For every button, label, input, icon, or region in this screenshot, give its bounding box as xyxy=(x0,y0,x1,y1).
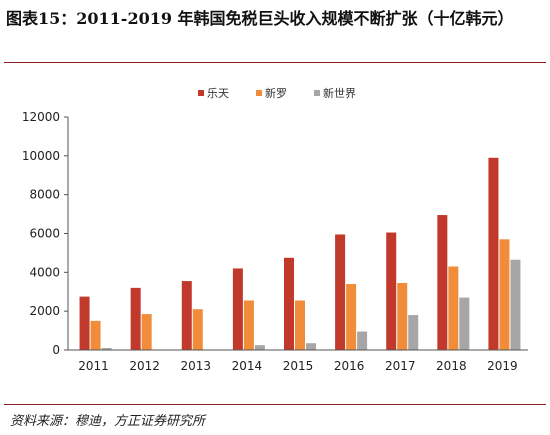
bar-2019-1 xyxy=(499,239,510,350)
legend-label-0: 乐天 xyxy=(207,87,229,100)
bar-2017-1 xyxy=(397,283,408,350)
legend-swatch-0 xyxy=(198,90,204,96)
x-tick-label-2017: 2017 xyxy=(385,359,416,373)
x-tick-label-2018: 2018 xyxy=(436,359,467,373)
bar-2016-2 xyxy=(357,331,368,350)
bar-2014-2 xyxy=(254,345,265,350)
legend-label-2: 新世界 xyxy=(323,86,356,100)
bars xyxy=(79,157,521,350)
bar-2018-1 xyxy=(448,266,459,350)
source-divider xyxy=(4,404,546,405)
bar-2011-0 xyxy=(79,296,90,350)
bar-2013-1 xyxy=(192,309,203,350)
bar-2015-0 xyxy=(284,257,294,350)
y-tick-label: 10000 xyxy=(22,149,60,163)
title-divider xyxy=(4,62,546,63)
y-tick-label: 12000 xyxy=(22,110,60,124)
x-tick-label-2011: 2011 xyxy=(78,359,109,373)
x-tick-label-2013: 2013 xyxy=(181,359,212,373)
y-tick-label: 6000 xyxy=(29,227,60,241)
x-tick-label-2012: 2012 xyxy=(129,359,160,373)
bar-2017-2 xyxy=(408,315,419,350)
bar-2013-0 xyxy=(181,281,192,350)
bar-2016-0 xyxy=(335,234,346,350)
bar-2015-1 xyxy=(295,300,305,350)
legend-swatch-2 xyxy=(314,90,320,96)
bar-2019-2 xyxy=(510,259,521,350)
y-tick-label: 2000 xyxy=(29,304,60,318)
bar-2011-1 xyxy=(90,320,101,350)
bar-2017-0 xyxy=(386,232,397,350)
bar-2014-1 xyxy=(243,300,254,350)
bar-2019-0 xyxy=(488,157,499,350)
x-axis: 2011 2012 2013 2014 2015 2016 2017 2018 2019 xyxy=(68,349,528,373)
x-tick-label-2014: 2014 xyxy=(232,359,263,373)
legend-label-1: 新罗 xyxy=(265,86,287,100)
bar-2018-2 xyxy=(459,297,470,350)
bar-2014-0 xyxy=(232,268,243,350)
chart-title: 图表15：2011-2019 年韩国免税巨头收入规模不断扩张（十亿韩元） xyxy=(6,9,514,28)
bar-2012-0 xyxy=(130,287,141,350)
y-tick-label: 8000 xyxy=(29,188,60,202)
bar-2015-2 xyxy=(306,343,316,350)
y-tick-label: 4000 xyxy=(29,265,60,279)
bar-2016-1 xyxy=(346,283,357,350)
x-tick-label-2016: 2016 xyxy=(334,359,365,373)
legend-swatch-1 xyxy=(256,90,262,96)
x-tick-label-2019: 2019 xyxy=(487,359,518,373)
bar-chart: 乐天 新罗 新世界 0 2000 4000 6000 8000 10000 12000 2011… xyxy=(22,86,528,373)
y-axis: 0 2000 4000 6000 8000 10000 12000 xyxy=(22,110,69,357)
source-note: 资料来源：穆迪，方正证券研究所 xyxy=(10,414,206,429)
bar-2011-2 xyxy=(101,348,112,350)
y-tick-label: 0 xyxy=(52,343,60,357)
bar-2018-0 xyxy=(437,215,448,350)
legend: 乐天 新罗 新世界 xyxy=(198,86,356,100)
bar-2012-1 xyxy=(141,314,152,350)
x-tick-label-2015: 2015 xyxy=(283,359,314,373)
